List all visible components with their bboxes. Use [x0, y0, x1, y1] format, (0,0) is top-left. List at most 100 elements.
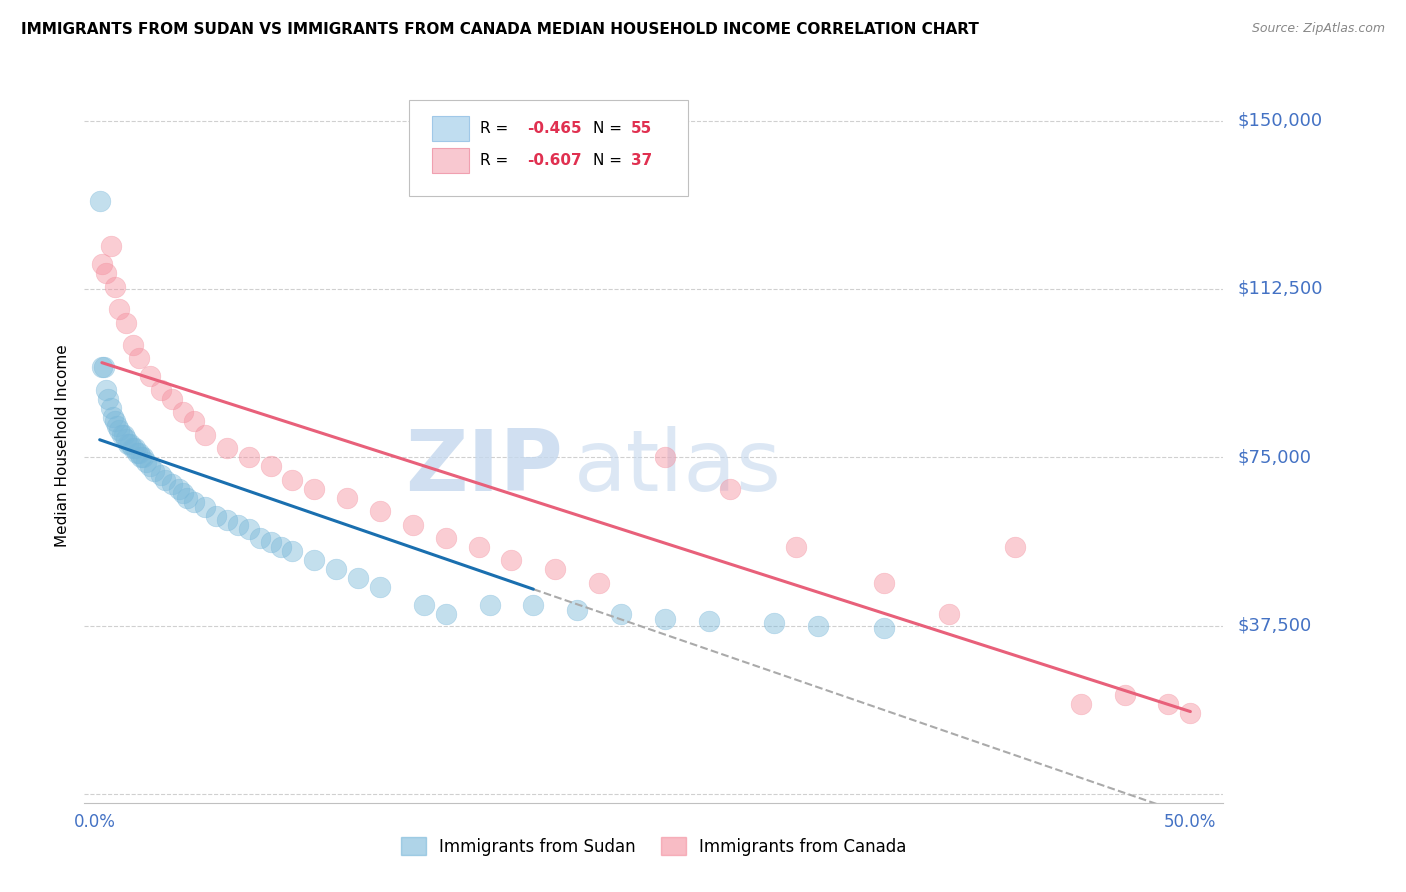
Point: [281, 473, 304, 487]
Point: [204, 508, 226, 523]
Point: [93, 360, 115, 375]
Point: [434, 531, 457, 545]
Text: $37,500: $37,500: [1237, 616, 1312, 634]
Point: [172, 405, 194, 419]
Point: [873, 575, 896, 590]
Text: -0.607: -0.607: [527, 153, 582, 168]
Text: R =: R =: [479, 153, 513, 168]
Text: -0.465: -0.465: [527, 121, 582, 136]
Point: [160, 392, 183, 406]
Point: [697, 614, 720, 628]
Point: [132, 450, 155, 465]
Point: [115, 432, 138, 446]
Point: [121, 338, 143, 352]
Point: [368, 504, 391, 518]
Point: [96, 266, 118, 280]
Point: [104, 279, 127, 293]
Point: [100, 401, 122, 415]
Point: [172, 486, 194, 500]
Point: [121, 442, 143, 456]
FancyBboxPatch shape: [432, 148, 470, 173]
Point: [1114, 688, 1136, 702]
Point: [143, 464, 166, 478]
Point: [139, 369, 162, 384]
Point: [807, 618, 830, 632]
Point: [654, 612, 676, 626]
FancyBboxPatch shape: [409, 100, 688, 196]
Point: [1070, 697, 1092, 711]
Point: [97, 392, 120, 406]
Point: [412, 599, 434, 613]
Point: [115, 316, 138, 330]
Point: [347, 571, 370, 585]
Point: [215, 513, 238, 527]
Point: [654, 450, 676, 465]
Point: [270, 540, 292, 554]
Point: [226, 517, 249, 532]
Point: [501, 553, 523, 567]
Point: [194, 500, 217, 514]
FancyBboxPatch shape: [432, 116, 470, 141]
Point: [96, 383, 118, 397]
Point: [478, 599, 501, 613]
Point: [873, 621, 896, 635]
Point: [160, 477, 183, 491]
Point: [215, 442, 238, 456]
Text: ZIP: ZIP: [405, 425, 562, 509]
Point: [117, 436, 139, 450]
Point: [610, 607, 633, 622]
Y-axis label: Median Household Income: Median Household Income: [55, 344, 70, 548]
Text: $75,000: $75,000: [1237, 448, 1312, 467]
Point: [155, 473, 177, 487]
Point: [325, 562, 347, 576]
Text: N =: N =: [593, 121, 627, 136]
Point: [167, 482, 190, 496]
Point: [129, 450, 153, 465]
Point: [110, 427, 132, 442]
Text: 55: 55: [631, 121, 652, 136]
Point: [104, 414, 127, 428]
Text: $150,000: $150,000: [1237, 112, 1322, 129]
Point: [125, 446, 148, 460]
Point: [368, 580, 391, 594]
Point: [101, 409, 124, 424]
Text: IMMIGRANTS FROM SUDAN VS IMMIGRANTS FROM CANADA MEDIAN HOUSEHOLD INCOME CORRELAT: IMMIGRANTS FROM SUDAN VS IMMIGRANTS FROM…: [21, 22, 979, 37]
Point: [90, 257, 112, 271]
Point: [402, 517, 425, 532]
Text: Source: ZipAtlas.com: Source: ZipAtlas.com: [1251, 22, 1385, 36]
Point: [938, 607, 960, 622]
Point: [336, 491, 359, 505]
Point: [112, 427, 135, 442]
Point: [522, 599, 544, 613]
Text: R =: R =: [479, 121, 513, 136]
Text: 37: 37: [631, 153, 652, 168]
Point: [128, 446, 150, 460]
Point: [434, 607, 457, 622]
Legend: Immigrants from Sudan, Immigrants from Canada: Immigrants from Sudan, Immigrants from C…: [394, 830, 914, 863]
Point: [763, 616, 786, 631]
Point: [281, 544, 304, 558]
Point: [108, 302, 131, 317]
Point: [100, 239, 122, 253]
Point: [304, 482, 326, 496]
Point: [249, 531, 271, 545]
Text: $112,500: $112,500: [1237, 280, 1323, 298]
Point: [124, 442, 146, 456]
Point: [467, 540, 489, 554]
Point: [150, 468, 173, 483]
Point: [183, 414, 205, 428]
Point: [588, 575, 610, 590]
Point: [1004, 540, 1026, 554]
Point: [183, 495, 205, 509]
Point: [176, 491, 198, 505]
Point: [90, 360, 112, 375]
Point: [238, 450, 260, 465]
Point: [108, 423, 131, 437]
Point: [304, 553, 326, 567]
Text: atlas: atlas: [574, 425, 782, 509]
Point: [139, 459, 162, 474]
Point: [120, 436, 142, 450]
Point: [194, 427, 217, 442]
Point: [1180, 706, 1202, 720]
Point: [259, 459, 281, 474]
